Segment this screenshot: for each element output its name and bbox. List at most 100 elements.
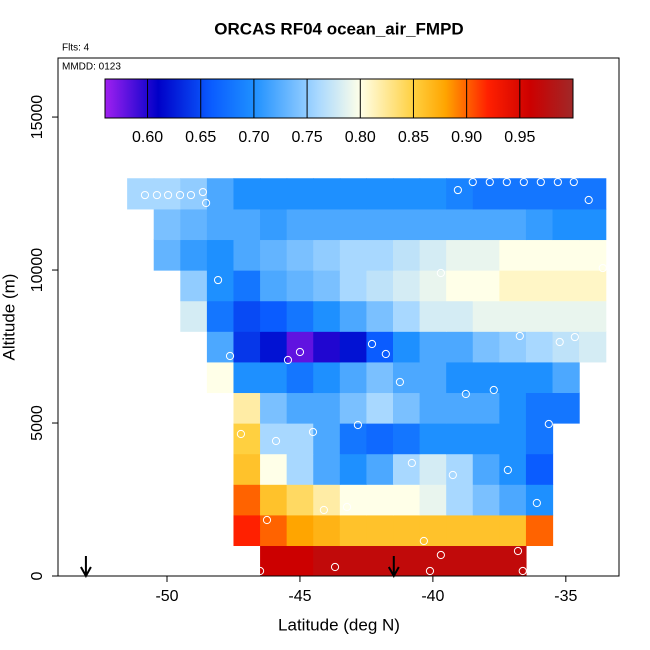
heat-cell <box>153 208 181 241</box>
heat-cell <box>366 453 394 485</box>
heat-cell <box>525 392 554 424</box>
heat-cell <box>525 453 554 485</box>
flight-point <box>295 347 305 357</box>
heat-cell <box>446 270 474 302</box>
heat-cell <box>472 453 500 485</box>
flight-point <box>395 377 405 387</box>
colorbar-tick-label: 0.60 <box>132 129 163 146</box>
heat-cell <box>499 300 527 332</box>
heat-cell <box>313 331 341 363</box>
flight-point <box>513 546 523 556</box>
flight-point <box>271 436 281 446</box>
heatmap <box>127 178 607 576</box>
heat-cell <box>419 361 447 394</box>
heat-cell <box>153 239 181 271</box>
chart-title: ORCAS RF04 ocean_air_FMPD <box>214 19 463 38</box>
flight-point <box>407 458 416 468</box>
heat-cell <box>366 331 394 363</box>
heat-cell <box>286 178 314 210</box>
heat-cell <box>446 423 474 455</box>
heat-cell <box>393 270 421 302</box>
heat-cell <box>472 484 500 516</box>
heat-cell <box>260 178 288 210</box>
heat-cell <box>525 484 554 516</box>
heat-cell <box>552 178 580 210</box>
flight-point <box>515 331 524 341</box>
heat-cell <box>206 178 235 210</box>
arrow <box>80 556 92 579</box>
heat-cell <box>472 208 500 241</box>
heat-cell <box>525 300 554 332</box>
heat-cell <box>339 208 368 241</box>
heat-cell <box>233 270 261 302</box>
colorbar-tick-label: 0.65 <box>185 129 216 146</box>
heat-cell <box>446 514 474 547</box>
heat-cell <box>180 270 208 302</box>
flight-point <box>503 465 512 475</box>
overlay: MMDD: 0123 -50 -45 -40 -35 0 5000 10000 15000 0.6… <box>29 57 620 605</box>
flight-point <box>489 385 498 395</box>
heat-cell <box>260 392 288 424</box>
heat-cell <box>446 484 474 516</box>
heat-cell <box>472 361 500 394</box>
heat-cell <box>446 178 474 210</box>
heat-cell <box>339 484 368 516</box>
heat-cell <box>525 423 554 455</box>
heat-cell <box>339 361 368 394</box>
colorbar-tick-label: 0.90 <box>451 129 482 146</box>
heat-cell <box>313 423 341 455</box>
heat-cell <box>419 484 447 516</box>
heat-cell <box>499 208 527 241</box>
heat-cell <box>366 392 394 424</box>
heat-cell <box>393 178 421 210</box>
flight-point <box>569 177 578 187</box>
heat-cell <box>419 300 447 332</box>
colorbar-tick-label: 0.80 <box>345 129 376 146</box>
heat-cell <box>552 331 580 363</box>
flight-point <box>436 268 445 278</box>
heat-cell <box>446 545 474 576</box>
flight-point <box>584 195 593 205</box>
heat-cell <box>313 453 341 485</box>
flight-point <box>236 429 246 439</box>
flight-point <box>425 566 435 576</box>
heat-cell <box>552 239 580 271</box>
flight-point <box>198 187 208 197</box>
heat-cell <box>579 300 607 332</box>
flight-point <box>213 275 223 285</box>
heat-cell <box>499 514 527 547</box>
heat-cell <box>499 453 527 485</box>
heat-cell <box>313 361 341 394</box>
flight-point <box>536 177 545 187</box>
heat-cell <box>472 300 500 332</box>
flight-point <box>367 339 377 349</box>
heat-cell <box>499 239 527 271</box>
heat-cell <box>206 239 235 271</box>
flight-point <box>283 355 293 365</box>
heat-cell <box>286 423 314 455</box>
heat-cell <box>180 239 208 271</box>
heat-cell <box>525 208 554 241</box>
heat-cell <box>393 239 421 271</box>
flight-point <box>255 566 265 576</box>
heat-cell <box>472 392 500 424</box>
flight-point <box>518 566 527 576</box>
heat-cell <box>366 484 394 516</box>
heat-cell <box>260 270 288 302</box>
heat-cell <box>339 423 368 455</box>
heat-cell <box>339 331 368 363</box>
heat-cell <box>366 361 394 394</box>
heat-cell <box>419 270 447 302</box>
heat-cell <box>233 423 261 455</box>
flight-point <box>175 190 185 200</box>
heat-cell <box>419 453 447 485</box>
heat-cell <box>233 484 261 516</box>
flight-point <box>461 389 470 399</box>
y-tick-label: 10000 <box>29 248 46 293</box>
heat-cell <box>579 270 607 302</box>
heat-cell <box>366 178 394 210</box>
heat-cell <box>393 300 421 332</box>
heat-cell <box>286 484 314 516</box>
